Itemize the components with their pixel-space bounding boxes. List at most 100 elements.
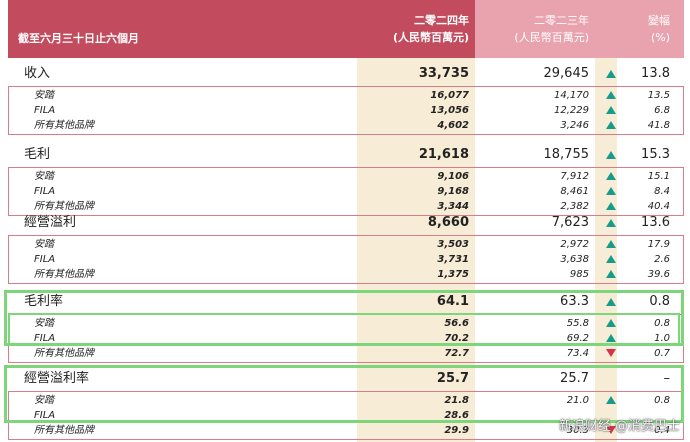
header-2024: 二零二四年 (人民幣百萬元) bbox=[357, 0, 475, 58]
table-row-main: 毛利 21,618 18,755 15.3 bbox=[0, 144, 690, 165]
sub-rows-border bbox=[8, 167, 684, 216]
change-value: 0.8 bbox=[654, 395, 670, 406]
up-triangle-icon bbox=[606, 316, 616, 331]
value-2023: 2,972 bbox=[560, 239, 589, 250]
row-label: 安踏 bbox=[34, 395, 54, 406]
triangle-up-icon bbox=[606, 319, 616, 327]
highlight-box-gross-margin-subs bbox=[8, 313, 680, 346]
change-value: 17.9 bbox=[647, 239, 670, 250]
table-row-sub: 所有其他品牌 72.7 73.4 0.7 bbox=[0, 346, 690, 361]
triangle-up-icon bbox=[606, 396, 616, 404]
table-row-main: 收入 33,735 29,645 13.8 bbox=[0, 63, 690, 84]
value-2024: 21.8 bbox=[444, 395, 469, 406]
change-value: 41.8 bbox=[647, 120, 670, 131]
triangle-up-icon bbox=[606, 255, 616, 263]
row-label: FILA bbox=[34, 333, 56, 344]
triangle-up-icon bbox=[606, 334, 616, 342]
up-triangle-icon bbox=[606, 212, 616, 233]
value-2023: 30.3 bbox=[566, 425, 589, 436]
change-value: 15.1 bbox=[647, 171, 670, 182]
up-triangle-icon bbox=[606, 144, 616, 165]
header-change-unit: (%) bbox=[650, 31, 670, 44]
up-triangle-icon bbox=[606, 199, 616, 214]
header-2023-unit: (人民幣百萬元) bbox=[514, 31, 589, 44]
sub-rows-border bbox=[8, 235, 684, 284]
triangle-up-icon bbox=[606, 69, 616, 78]
row-label: 安踏 bbox=[34, 318, 54, 329]
column-2024-background bbox=[357, 58, 475, 442]
value-2023: 55.8 bbox=[566, 318, 589, 329]
table-row-sub: FILA 9,168 8,461 8.4 bbox=[0, 184, 690, 199]
row-label: FILA bbox=[34, 254, 56, 265]
table-header: 截至六月三十日止六個月 二零二四年 (人民幣百萬元) 二零二三年 (人民幣百萬元… bbox=[0, 0, 690, 58]
triangle-down-icon bbox=[606, 426, 616, 434]
value-2023: 29,645 bbox=[543, 66, 590, 81]
up-triangle-icon bbox=[606, 103, 616, 118]
value-2024: 64.1 bbox=[436, 294, 469, 309]
row-label: 安踏 bbox=[34, 239, 54, 250]
table-row-sub: 安踏 16,077 14,170 13.5 bbox=[0, 88, 690, 103]
value-2023: 69.2 bbox=[566, 333, 589, 344]
value-2024: 25.7 bbox=[436, 371, 469, 386]
value-2024: 8,660 bbox=[427, 215, 469, 230]
table-row-sub: 所有其他品牌 1,375 985 39.6 bbox=[0, 267, 690, 282]
row-label: 所有其他品牌 bbox=[34, 120, 94, 131]
header-2024-unit: (人民幣百萬元) bbox=[392, 31, 469, 44]
up-triangle-icon bbox=[606, 63, 616, 84]
row-label: 經營溢利率 bbox=[24, 371, 90, 386]
value-2024: 1,375 bbox=[437, 269, 469, 280]
up-triangle-icon bbox=[606, 331, 616, 346]
row-label: 安踏 bbox=[34, 171, 54, 182]
header-arrow-column bbox=[595, 0, 617, 58]
triangle-up-icon bbox=[606, 106, 616, 114]
value-2024: 72.7 bbox=[444, 348, 469, 359]
triangle-up-icon bbox=[606, 187, 616, 195]
triangle-up-icon bbox=[606, 121, 616, 129]
row-label: FILA bbox=[34, 105, 56, 116]
sub-rows-border bbox=[8, 86, 684, 135]
header-2023: 二零二三年 (人民幣百萬元) bbox=[475, 0, 595, 58]
table-row-sub: 所有其他品牌 3,344 2,382 40.4 bbox=[0, 199, 690, 214]
value-2023: 63.3 bbox=[560, 294, 589, 309]
table-row-sub: FILA 3,731 3,638 2.6 bbox=[0, 252, 690, 267]
change-value: 13.6 bbox=[641, 215, 670, 230]
value-2023: 73.4 bbox=[566, 348, 589, 359]
value-2023: 12,229 bbox=[554, 105, 589, 116]
row-label: 所有其他品牌 bbox=[34, 348, 94, 359]
value-2024: 3,731 bbox=[437, 254, 469, 265]
change-value: 8.4 bbox=[654, 186, 670, 197]
value-2023: 3,638 bbox=[560, 254, 589, 265]
up-triangle-icon bbox=[606, 267, 616, 282]
value-2023: 14,170 bbox=[554, 90, 589, 101]
value-2024: 9,106 bbox=[437, 171, 469, 182]
value-2024: 70.2 bbox=[444, 333, 469, 344]
change-value: 1.0 bbox=[654, 333, 670, 344]
table-row-sub: 所有其他品牌 29.9 30.3 0.4 bbox=[0, 423, 690, 438]
value-2024: 4,602 bbox=[437, 120, 469, 131]
value-2023: 7,623 bbox=[551, 215, 589, 230]
row-label: 收入 bbox=[24, 66, 51, 81]
table-row-sub: FILA 70.2 69.2 1.0 bbox=[0, 331, 690, 346]
table-row-sub: 安踏 21.8 21.0 0.8 bbox=[0, 393, 690, 408]
header-period-label: 截至六月三十日止六個月 bbox=[8, 0, 357, 58]
triangle-up-icon bbox=[606, 202, 616, 210]
triangle-up-icon bbox=[606, 218, 616, 227]
change-value: 13.8 bbox=[641, 66, 670, 81]
value-2024: 16,077 bbox=[430, 90, 469, 101]
value-2024: 28.6 bbox=[444, 410, 469, 421]
up-triangle-icon bbox=[606, 291, 616, 312]
up-triangle-icon bbox=[606, 237, 616, 252]
triangle-down-icon bbox=[606, 349, 616, 357]
row-label: 所有其他品牌 bbox=[34, 201, 94, 212]
table-row-sub: FILA 13,056 12,229 6.8 bbox=[0, 103, 690, 118]
triangle-up-icon bbox=[606, 172, 616, 180]
change-value: 40.4 bbox=[647, 201, 670, 212]
table-row-sub: 安踏 9,106 7,912 15.1 bbox=[0, 169, 690, 184]
row-label: 安踏 bbox=[34, 90, 54, 101]
up-triangle-icon bbox=[606, 184, 616, 199]
value-2024: 21,618 bbox=[418, 147, 469, 162]
value-2024: 3,344 bbox=[437, 201, 469, 212]
table-row-main: 經營溢利率 25.7 25.7 – bbox=[0, 368, 690, 389]
value-2024: 56.6 bbox=[444, 318, 469, 329]
triangle-up-icon bbox=[606, 91, 616, 99]
